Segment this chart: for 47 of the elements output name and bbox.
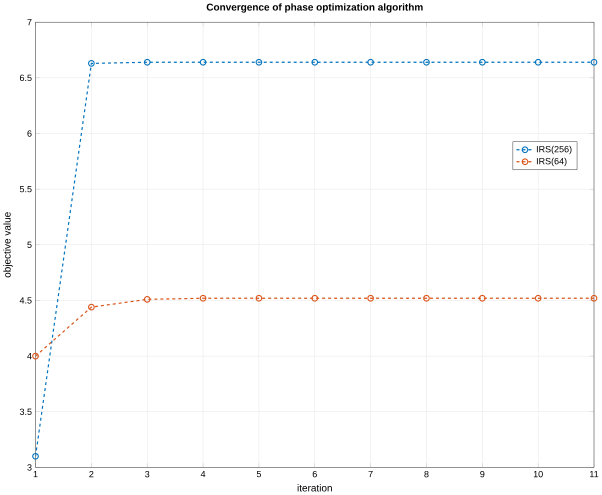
point <box>256 58 262 66</box>
y-tick-label: 3 <box>27 464 32 471</box>
x-tick-label: 1 <box>34 471 38 478</box>
point <box>256 294 262 302</box>
point <box>144 58 151 66</box>
point <box>590 294 598 302</box>
legend-label: IRS(64) <box>536 158 567 166</box>
x-axis-title: iteration <box>298 484 332 492</box>
y-axis-title: objective value <box>3 212 13 278</box>
chart-title: Convergence of phase optimization algorithm <box>206 3 423 13</box>
point <box>423 58 430 66</box>
y-tick-label: 4 <box>27 353 32 360</box>
point <box>478 294 486 302</box>
point <box>200 294 206 302</box>
point <box>534 58 542 66</box>
point <box>32 453 39 460</box>
x-tick-label: 6 <box>312 471 317 478</box>
y-tick-label: 6 <box>27 130 32 137</box>
point <box>367 294 374 302</box>
y-tick-label: 6.5 <box>20 74 32 82</box>
point <box>144 296 151 303</box>
x-tick-label: 7 <box>368 471 373 478</box>
x-tick-label: 10 <box>534 471 543 478</box>
x-tick-label: 3 <box>145 471 150 478</box>
y-tick-label: 4.5 <box>20 297 32 304</box>
x-tick-label: 9 <box>480 471 484 478</box>
x-tick-label: 8 <box>424 471 429 478</box>
y-tick-label: 3.5 <box>20 408 32 416</box>
point <box>311 58 318 66</box>
y-tick-label: 5 <box>27 242 32 248</box>
legend-label: IRS(256) <box>536 146 572 154</box>
x-tick-label: 4 <box>200 471 206 478</box>
y-tick-label: 7 <box>27 19 32 26</box>
point <box>88 304 95 311</box>
point <box>200 58 206 66</box>
y-tick-label: 5.5 <box>20 186 32 192</box>
point <box>88 60 95 67</box>
point <box>478 58 486 66</box>
point <box>423 294 430 302</box>
point <box>534 294 542 302</box>
point <box>32 352 39 360</box>
x-tick-label: 11 <box>590 471 598 478</box>
x-tick-label: 2 <box>89 471 94 478</box>
x-tick-label: 5 <box>256 471 262 478</box>
point <box>590 58 598 66</box>
point <box>311 294 318 302</box>
point <box>367 58 374 66</box>
